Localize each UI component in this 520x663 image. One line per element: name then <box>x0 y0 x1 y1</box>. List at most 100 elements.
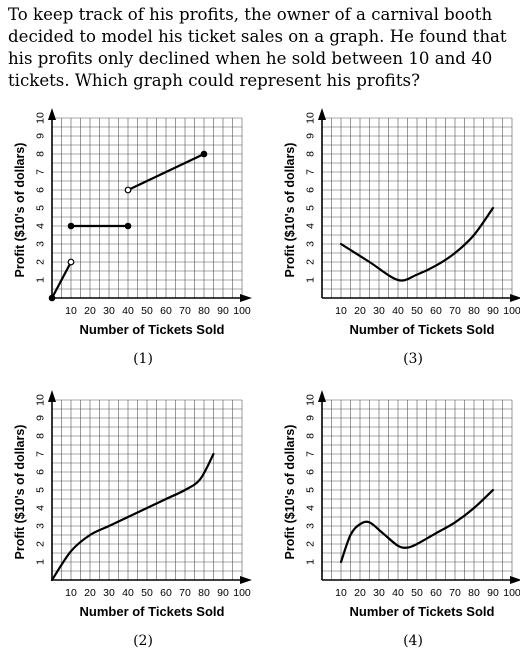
y-axis-arrow <box>48 390 56 402</box>
open-endpoint-marker <box>124 186 132 194</box>
y-tick-label: 3 <box>305 523 317 529</box>
x-tick-label: 30 <box>373 305 385 317</box>
data-line-segment <box>126 152 206 192</box>
data-line-segment <box>339 206 495 282</box>
data-line-segment <box>339 488 495 564</box>
y-tick-label: 7 <box>35 451 47 457</box>
y-tick-label: 7 <box>305 451 317 457</box>
y-axis-title: Profit ($10's of dollars) <box>13 143 27 278</box>
x-tick-label: 100 <box>233 587 251 599</box>
y-tick-label: 2 <box>35 541 47 547</box>
x-tick-label: 60 <box>160 305 172 317</box>
x-tick-label: 20 <box>354 305 366 317</box>
x-axis-title: Number of Tickets Sold <box>350 322 495 337</box>
x-tick-label: 60 <box>430 305 442 317</box>
y-tick-label: 6 <box>305 469 317 475</box>
y-tick-label: 3 <box>35 523 47 529</box>
y-tick-label: 1 <box>35 277 47 283</box>
y-tick-label: 10 <box>305 112 317 124</box>
x-tick-label: 20 <box>84 587 96 599</box>
x-tick-label: 50 <box>141 587 153 599</box>
x-tick-label: 50 <box>141 305 153 317</box>
y-tick-label: 9 <box>305 133 317 139</box>
choice-label: (1) <box>133 351 153 367</box>
x-axis-arrow <box>240 576 252 584</box>
y-axis-title: Profit ($10's of dollars) <box>283 143 297 278</box>
x-tick-label: 30 <box>103 587 115 599</box>
y-tick-label: 8 <box>35 151 47 157</box>
open-endpoint-marker <box>67 258 75 266</box>
y-tick-label: 2 <box>305 541 317 547</box>
y-tick-label: 2 <box>305 259 317 265</box>
x-tick-label: 60 <box>160 587 172 599</box>
y-tick-label: 7 <box>35 169 47 175</box>
y-tick-label: 4 <box>35 505 47 511</box>
x-tick-label: 60 <box>430 587 442 599</box>
x-axis-arrow <box>510 294 520 302</box>
x-tick-label: 80 <box>198 305 210 317</box>
y-tick-label: 9 <box>35 133 47 139</box>
y-tick-label: 3 <box>35 241 47 247</box>
choice-label: (2) <box>133 633 153 649</box>
x-tick-label: 90 <box>487 305 499 317</box>
closed-endpoint-marker <box>67 222 75 230</box>
x-axis-arrow <box>240 294 252 302</box>
closed-endpoint-marker <box>200 150 208 158</box>
y-axis-title: Profit ($10's of dollars) <box>13 425 27 560</box>
y-tick-label: 5 <box>35 205 47 211</box>
x-tick-label: 100 <box>233 305 251 317</box>
y-tick-label: 9 <box>35 415 47 421</box>
y-tick-label: 5 <box>305 487 317 493</box>
y-tick-label: 4 <box>305 505 317 511</box>
x-tick-label: 90 <box>487 587 499 599</box>
y-tick-label: 7 <box>305 169 317 175</box>
y-axis-arrow <box>48 108 56 120</box>
x-tick-label: 40 <box>122 305 134 317</box>
x-tick-label: 90 <box>217 305 229 317</box>
data-line-segment <box>50 452 215 582</box>
y-tick-label: 10 <box>35 394 47 406</box>
y-tick-label: 9 <box>305 415 317 421</box>
x-tick-label: 10 <box>65 587 77 599</box>
x-axis-arrow <box>510 576 520 584</box>
x-axis-title: Number of Tickets Sold <box>350 604 495 619</box>
choice-label: (3) <box>403 351 423 367</box>
x-tick-label: 10 <box>335 305 347 317</box>
y-tick-label: 6 <box>35 187 47 193</box>
x-tick-label: 20 <box>84 305 96 317</box>
y-axis-arrow <box>318 390 326 402</box>
x-tick-label: 70 <box>449 305 461 317</box>
x-tick-label: 100 <box>503 305 520 317</box>
y-tick-label: 10 <box>305 394 317 406</box>
y-tick-label: 5 <box>305 205 317 211</box>
x-tick-label: 80 <box>468 305 480 317</box>
x-tick-label: 80 <box>468 587 480 599</box>
y-tick-label: 4 <box>305 223 317 229</box>
x-tick-label: 40 <box>392 587 404 599</box>
y-axis-arrow <box>318 108 326 120</box>
x-tick-label: 70 <box>179 305 191 317</box>
closed-endpoint-marker <box>48 294 56 302</box>
x-tick-label: 30 <box>373 587 385 599</box>
x-tick-label: 50 <box>411 305 423 317</box>
closed-endpoint-marker <box>124 222 132 230</box>
y-axis-title: Profit ($10's of dollars) <box>283 425 297 560</box>
x-tick-label: 20 <box>354 587 366 599</box>
y-tick-label: 1 <box>35 559 47 565</box>
y-tick-label: 2 <box>35 259 47 265</box>
y-tick-label: 10 <box>35 112 47 124</box>
y-tick-label: 5 <box>35 487 47 493</box>
x-tick-label: 40 <box>122 587 134 599</box>
choice-label: (4) <box>403 633 423 649</box>
y-tick-label: 1 <box>305 559 317 565</box>
y-tick-label: 6 <box>35 469 47 475</box>
x-tick-label: 40 <box>392 305 404 317</box>
y-tick-label: 4 <box>35 223 47 229</box>
x-tick-label: 70 <box>449 587 461 599</box>
x-tick-label: 10 <box>65 305 77 317</box>
x-tick-label: 70 <box>179 587 191 599</box>
x-tick-label: 80 <box>198 587 210 599</box>
